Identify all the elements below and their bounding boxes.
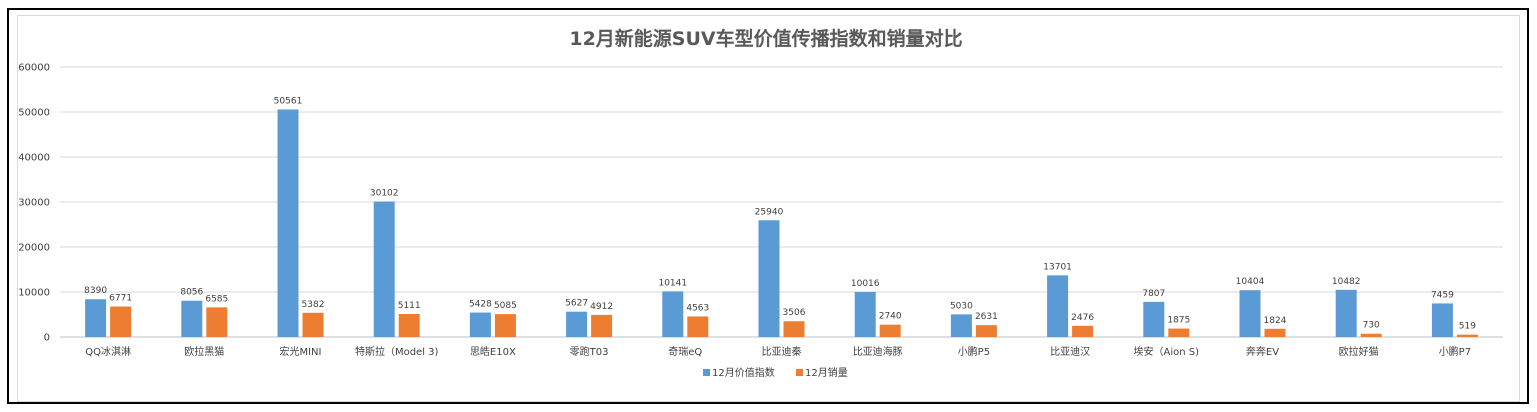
bar-data-label: 7459 bbox=[1431, 290, 1454, 300]
y-tick-label: 40000 bbox=[18, 153, 50, 164]
bar-data-label: 4912 bbox=[590, 302, 613, 312]
y-axis: 0 10000 20000 30000 40000 50000 60000 bbox=[18, 63, 50, 344]
bar bbox=[854, 291, 876, 337]
bar bbox=[469, 312, 491, 337]
bar-data-label: 1824 bbox=[1264, 316, 1287, 326]
gridlines bbox=[60, 66, 1503, 338]
x-tick-label: 比亚迪海豚 bbox=[853, 345, 903, 358]
bar bbox=[1431, 303, 1453, 337]
y-tick-label: 50000 bbox=[18, 108, 50, 119]
bar bbox=[687, 316, 709, 337]
y-tick-label: 60000 bbox=[18, 63, 50, 74]
x-tick-label: 宏光MINI bbox=[279, 345, 321, 358]
bar-data-label: 2740 bbox=[879, 312, 902, 322]
legend-swatch bbox=[703, 369, 710, 376]
bar-data-label: 10141 bbox=[658, 278, 687, 288]
bar-data-label: 4563 bbox=[686, 303, 709, 313]
y-tick-label: 10000 bbox=[18, 288, 50, 299]
x-tick-label: 小鹏P5 bbox=[958, 345, 990, 358]
bar bbox=[1360, 333, 1382, 337]
bar bbox=[494, 314, 516, 337]
y-tick-label: 30000 bbox=[18, 198, 50, 209]
bar bbox=[206, 307, 228, 337]
bar-data-label: 50561 bbox=[274, 96, 303, 106]
bar bbox=[398, 314, 420, 337]
x-tick-label: 零跑T03 bbox=[570, 345, 609, 358]
x-tick-label: 奇瑞eQ bbox=[668, 345, 702, 358]
y-tick-label: 20000 bbox=[18, 243, 50, 254]
x-tick-label: 比亚迪秦 bbox=[762, 345, 802, 358]
bar-data-label: 1875 bbox=[1167, 316, 1190, 326]
x-axis: QQ冰淇淋 欧拉黑猫 宏光MINI 特斯拉（Model 3) 思皓E10X 零跑T03 奇瑞… bbox=[85, 345, 1471, 358]
bar bbox=[1456, 334, 1478, 337]
bar-data-label: 2476 bbox=[1071, 313, 1094, 323]
bar-data-label: 5085 bbox=[494, 301, 517, 311]
bar-data-label: 519 bbox=[1459, 322, 1476, 332]
bar bbox=[110, 306, 132, 337]
bar-data-label: 730 bbox=[1363, 321, 1380, 331]
chart-outer-frame bbox=[7, 8, 1529, 404]
bar bbox=[566, 311, 588, 337]
legend-swatch bbox=[796, 369, 803, 376]
bar bbox=[783, 321, 805, 337]
bar bbox=[1239, 290, 1261, 337]
bar-data-label: 8056 bbox=[180, 288, 203, 298]
bar bbox=[85, 299, 107, 337]
bar-data-label: 5428 bbox=[469, 300, 492, 310]
legend-entry: 12月价值指数 bbox=[712, 366, 775, 379]
x-tick-label: 思皓E10X bbox=[470, 346, 516, 358]
bar-data-label: 5382 bbox=[302, 300, 325, 310]
bar-data-label: 30102 bbox=[370, 189, 399, 199]
bar-data-label: 5030 bbox=[950, 301, 973, 311]
bar-data-label: 5627 bbox=[565, 299, 588, 309]
bar bbox=[373, 201, 395, 337]
bar-data-label: 5111 bbox=[398, 301, 421, 311]
bar-data-label: 6585 bbox=[205, 294, 228, 304]
x-tick-label: 埃安（Aion S) bbox=[1134, 345, 1200, 358]
bar bbox=[1047, 275, 1069, 337]
bar-data-label: 2631 bbox=[975, 312, 998, 322]
bar-data-label: 10016 bbox=[851, 279, 880, 289]
legend-entry: 12月销量 bbox=[805, 366, 848, 379]
x-tick-label: 欧拉好猫 bbox=[1339, 345, 1379, 358]
bar bbox=[1264, 328, 1286, 337]
bar bbox=[758, 220, 780, 337]
x-tick-label: 比亚迪汉 bbox=[1050, 346, 1090, 358]
bar bbox=[950, 314, 972, 337]
bar bbox=[1072, 325, 1094, 337]
bar-data-label: 10482 bbox=[1332, 277, 1361, 287]
bar-data-label: 13701 bbox=[1043, 262, 1072, 272]
bar bbox=[181, 300, 203, 337]
x-tick-label: QQ冰淇淋 bbox=[85, 345, 131, 358]
chart-title: 12月新能源SUV车型价值传播指数和销量对比 bbox=[569, 27, 962, 50]
bar-data-label: 25940 bbox=[755, 207, 784, 217]
bar bbox=[1143, 301, 1165, 337]
bar-data-label: 7807 bbox=[1142, 289, 1165, 299]
bar bbox=[277, 109, 299, 338]
bar bbox=[1335, 289, 1357, 337]
x-tick-label: 欧拉黑猫 bbox=[184, 345, 224, 358]
bar bbox=[591, 314, 613, 337]
bar bbox=[662, 291, 684, 337]
bar-data-label: 10404 bbox=[1236, 277, 1265, 287]
x-tick-label: 奔奔EV bbox=[1246, 345, 1279, 358]
x-tick-label: 特斯拉（Model 3) bbox=[355, 345, 439, 358]
chart-area-border bbox=[17, 15, 1520, 402]
y-tick-label: 0 bbox=[44, 333, 50, 344]
bar-data-label: 3506 bbox=[783, 308, 806, 318]
x-tick-label: 小鹏P7 bbox=[1439, 345, 1471, 358]
bar bbox=[879, 324, 901, 337]
bar bbox=[1168, 328, 1190, 337]
bar bbox=[302, 312, 324, 337]
bar-data-label: 6771 bbox=[109, 294, 132, 304]
bar bbox=[975, 325, 997, 337]
legend: 12月价值指数 12月销量 bbox=[703, 366, 848, 379]
bar-data-label: 8390 bbox=[84, 286, 107, 296]
